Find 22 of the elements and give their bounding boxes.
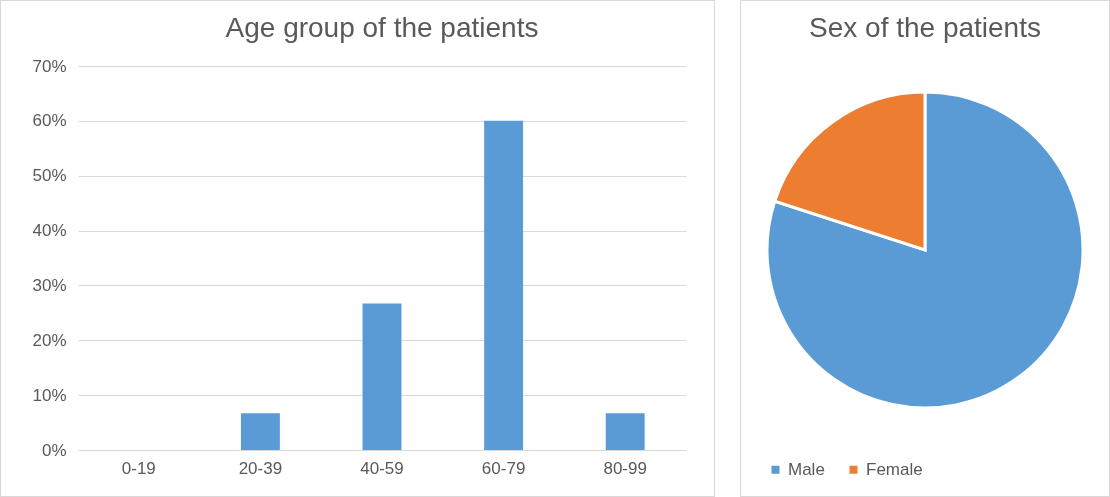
x-tick-label: 20-39: [238, 458, 283, 478]
y-tick-label: 70%: [32, 56, 67, 76]
x-tick-label: 40-59: [360, 458, 404, 478]
bar: [240, 413, 280, 450]
y-tick-label: 20%: [32, 330, 67, 350]
legend-label: Male: [788, 459, 825, 479]
legend-label: Female: [866, 459, 923, 479]
chart-title: Age group of the patients: [225, 12, 539, 43]
y-tick-label: 60%: [32, 111, 67, 131]
y-tick-label: 10%: [32, 385, 67, 405]
chart-title: Sex of the patients: [809, 12, 1041, 43]
y-tick-label: 50%: [32, 166, 67, 186]
x-tick-label: 80-99: [603, 458, 647, 478]
bar: [362, 303, 402, 450]
x-tick-label: 0-19: [121, 458, 156, 478]
y-tick-label: 30%: [32, 275, 67, 295]
pie-slice: [765, 90, 1085, 410]
y-tick-label: 0%: [41, 440, 67, 460]
x-tick-label: 60-79: [481, 458, 526, 478]
bar: [605, 413, 645, 450]
y-tick-label: 40%: [32, 221, 67, 241]
bar: [484, 120, 524, 450]
